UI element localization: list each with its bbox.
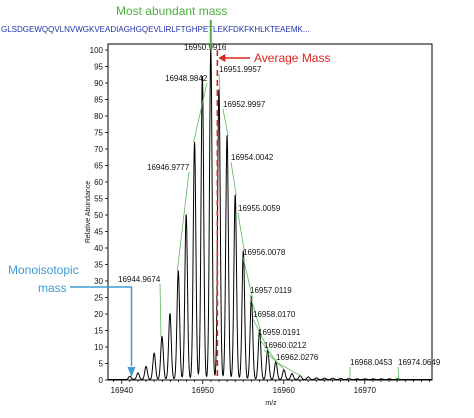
y-tick-label: 0 <box>99 376 104 385</box>
y-tick-label: 80 <box>94 112 103 121</box>
peak-label: 16959.0191 <box>258 328 301 337</box>
peak-label: 16955.0059 <box>238 204 281 213</box>
peak-label: 16956.0078 <box>243 248 286 257</box>
peak-label: 16960.0212 <box>264 341 307 350</box>
monoisotopic-annotation-line1: Monoisotopic <box>8 263 79 277</box>
x-tick-label: 16950 <box>192 386 215 395</box>
x-tick-label: 16940 <box>111 386 134 395</box>
x-axis-title: m/z <box>265 400 277 407</box>
peak-label: 16954.0042 <box>231 153 274 162</box>
peak-label: 16968.0453 <box>350 358 393 367</box>
y-tick-label: 60 <box>94 178 103 187</box>
peak-label-leader <box>398 367 399 379</box>
y-tick-label: 85 <box>94 96 103 105</box>
peak-label-leader <box>276 362 301 376</box>
peak-label: 16958.0170 <box>253 310 296 319</box>
peak-label-leader <box>238 213 244 251</box>
peak-label: 16950.9916 <box>184 43 227 52</box>
y-tick-label: 5 <box>99 360 104 369</box>
most-abundant-mass-annotation: Most abundant mass <box>116 4 227 18</box>
plot-area: 0 5 10 15 20 25 30 35 40 45 50 55 60 65 70 75 80 85 90 95 10… <box>70 20 441 395</box>
y-tick-label: 95 <box>94 63 103 72</box>
average-mass-annotation: Average Mass <box>254 51 330 65</box>
monoisotopic-arrowhead <box>127 367 135 377</box>
y-tick-label: 40 <box>94 244 103 253</box>
peak-label: 16974.0649 <box>398 358 441 367</box>
y-tick-label: 70 <box>94 145 103 154</box>
y-tick-label: 50 <box>94 211 103 220</box>
peak-label: 16957.0119 <box>250 286 292 295</box>
peak-label-leader <box>160 284 161 337</box>
average-mass-arrowhead <box>218 54 225 62</box>
peak-label-leader <box>223 109 228 136</box>
y-tick-label: 75 <box>94 129 103 138</box>
y-tick-label: 55 <box>94 195 103 204</box>
y-tick-label: 65 <box>94 162 103 171</box>
sequence-text: GLSDGEWQQVLNVWGKVEADIAGHGQEVLIRLFTGHPETL… <box>1 25 310 34</box>
x-tick-label: 16970 <box>354 386 377 395</box>
peak-label-leader <box>194 83 207 142</box>
y-axis-title: Relative Abundance <box>85 181 92 243</box>
peak-label: 16962.0276 <box>276 353 319 362</box>
peak-label-leader <box>219 74 220 90</box>
y-tick-label: 25 <box>94 294 103 303</box>
y-tick-label: 30 <box>94 277 103 286</box>
y-tick-label: 45 <box>94 228 103 237</box>
y-tick-label: 35 <box>94 261 103 270</box>
x-tick-label: 16960 <box>273 386 296 395</box>
peak-label: 16944.9674 <box>118 275 161 284</box>
y-tick-label: 100 <box>90 46 104 55</box>
y-tick-label: 90 <box>94 79 103 88</box>
peak-label-leader <box>231 162 236 195</box>
y-tick-label: 15 <box>94 327 103 336</box>
monoisotopic-annotation-line2: mass <box>38 281 67 295</box>
y-tick-label: 10 <box>94 343 103 352</box>
peak-label: 16952.9997 <box>223 100 266 109</box>
peak-label: 16948.9842 <box>165 74 208 83</box>
peak-label: 16951.9957 <box>219 65 262 74</box>
y-tick-label: 20 <box>94 310 103 319</box>
peak-label: 16946.9777 <box>147 163 190 172</box>
